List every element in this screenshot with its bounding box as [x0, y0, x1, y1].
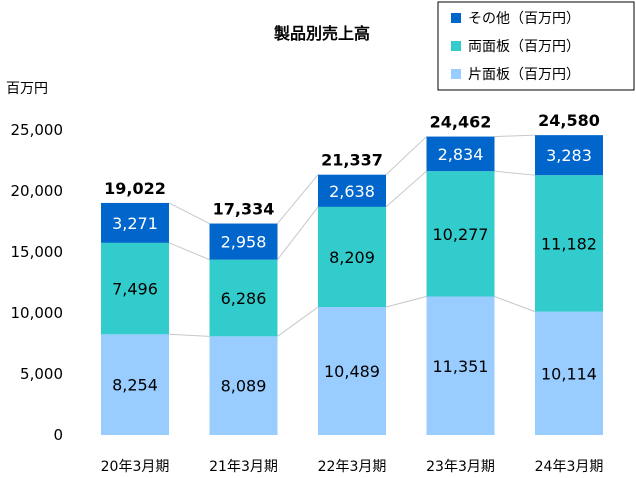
bar-segment — [426, 296, 495, 435]
series-connector-line — [277, 174, 319, 224]
bar-value-label: 7,496 — [112, 280, 158, 299]
total-value-label: 24,580 — [538, 111, 600, 130]
bar-segment — [209, 223, 278, 260]
bar-segment — [101, 334, 169, 435]
total-value-label: 17,334 — [213, 200, 275, 219]
y-tick-label: 10,000 — [11, 304, 64, 322]
bars — [101, 135, 603, 435]
legend-box — [437, 1, 635, 91]
x-tick-label: 20年3月期 — [101, 459, 170, 475]
bar-value-label: 3,271 — [112, 214, 158, 233]
series-connector-line — [385, 170, 427, 208]
series-connector-line — [494, 170, 536, 176]
bar-value-label: 8,209 — [329, 248, 375, 267]
bar-segment — [101, 202, 169, 243]
x-axis: 20年3月期 21年3月期 22年3月期 23年3月期 24年3月期 — [101, 459, 604, 475]
legend-entry-label: 両面板（百万円） — [468, 39, 580, 55]
series-connector-line — [277, 206, 319, 260]
legend-swatch — [451, 13, 461, 23]
y-tick-label: 5,000 — [20, 365, 63, 383]
series-connector-line — [494, 134, 536, 138]
bar-segment — [318, 174, 386, 207]
legend-entry-label: 片面板（百万円） — [468, 67, 580, 83]
bar-segment — [535, 135, 603, 176]
chart-title: 製品別売上高 — [273, 24, 370, 43]
data-labels: 8,254 7,496 3,271 8,089 6,286 2,958 10,489 8,20… — [112, 145, 597, 396]
bar-value-label: 2,638 — [329, 182, 375, 201]
bar-segment — [426, 136, 495, 172]
y-tick-label: 20,000 — [11, 182, 64, 200]
bar-value-label: 2,834 — [438, 145, 484, 164]
y-axis: 0 5,000 10,000 15,000 20,000 25,000 — [11, 121, 64, 444]
y-tick-label: 0 — [53, 426, 63, 444]
bar-value-label: 8,254 — [112, 376, 158, 395]
legend-swatch — [451, 41, 461, 51]
series-connector-line — [277, 306, 319, 337]
bar-value-label: 8,089 — [221, 377, 267, 396]
bar-segment — [535, 311, 603, 435]
series-connector-line — [385, 136, 427, 176]
total-value-label: 19,022 — [104, 179, 166, 198]
bar-value-label: 2,958 — [221, 233, 267, 252]
series-connector-line — [168, 202, 210, 224]
y-tick-label: 15,000 — [11, 243, 64, 261]
series-connector-line — [168, 242, 210, 261]
series-connector-line — [385, 296, 427, 308]
bar-segment — [209, 336, 278, 435]
x-tick-label: 24年3月期 — [535, 459, 604, 475]
bar-segment — [101, 242, 169, 335]
bar-segment — [318, 307, 386, 435]
bar-value-label: 11,351 — [433, 357, 489, 376]
total-value-label: 24,462 — [430, 113, 492, 132]
chart-legend: その他（百万円） 両面板（百万円） 片面板（百万円） — [437, 1, 635, 91]
total-value-label: 21,337 — [321, 151, 383, 170]
x-tick-label: 22年3月期 — [318, 459, 387, 475]
bar-segment — [535, 175, 603, 312]
total-labels: 19,022 17,334 21,337 24,462 24,580 — [104, 111, 600, 218]
x-tick-label: 23年3月期 — [426, 459, 495, 475]
bar-value-label: 11,182 — [541, 234, 597, 253]
y-tick-label: 25,000 — [11, 121, 64, 139]
y-axis-unit-label: 百万円 — [6, 81, 48, 97]
bar-value-label: 10,277 — [433, 225, 489, 244]
legend-swatch — [451, 69, 461, 79]
bar-value-label: 10,489 — [324, 362, 380, 381]
legend-entry-label: その他（百万円） — [468, 11, 580, 27]
series-connector-line — [494, 296, 536, 313]
series-connector-line — [168, 333, 210, 337]
bar-segment — [426, 171, 495, 297]
bar-value-label: 3,283 — [546, 146, 592, 165]
x-tick-label: 21年3月期 — [209, 459, 278, 475]
bar-value-label: 10,114 — [541, 364, 597, 383]
bar-segment — [209, 259, 278, 337]
series-lines — [168, 134, 536, 337]
bar-value-label: 6,286 — [221, 289, 267, 308]
bar-segment — [318, 206, 386, 308]
